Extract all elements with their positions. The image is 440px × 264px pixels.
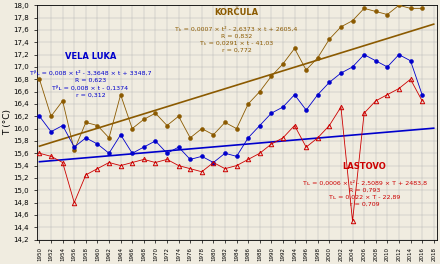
Y-axis label: T (°C): T (°C): [3, 110, 12, 135]
Text: Tᵝʟ = 0,008 × t² - 3,3648 × t + 3348,7
R = 0,623
Tᵝʟ = 0,008 × t - 0,1374
r = 0,: Tᵝʟ = 0,008 × t² - 3,3648 × t + 3348,7 R…: [30, 71, 151, 97]
Text: Tₖ = 0,0007 × t² - 2,6373 × t + 2605,4
R = 0,832
Tₖ = 0,0291 × t - 41,03
r = 0,7: Tₖ = 0,0007 × t² - 2,6373 × t + 2605,4 R…: [176, 26, 298, 53]
Text: VELA LUKA: VELA LUKA: [65, 52, 116, 61]
Text: Tʟ = 0,0006 × t² - 2,5089 × T + 2483,8
R = 0,793
Tʟ = 0,022 × T - 22,89
r = 0,70: Tʟ = 0,0006 × t² - 2,5089 × T + 2483,8 R…: [303, 181, 427, 207]
Text: KORČULA: KORČULA: [215, 8, 259, 17]
Text: LASTOVO: LASTOVO: [343, 162, 386, 171]
